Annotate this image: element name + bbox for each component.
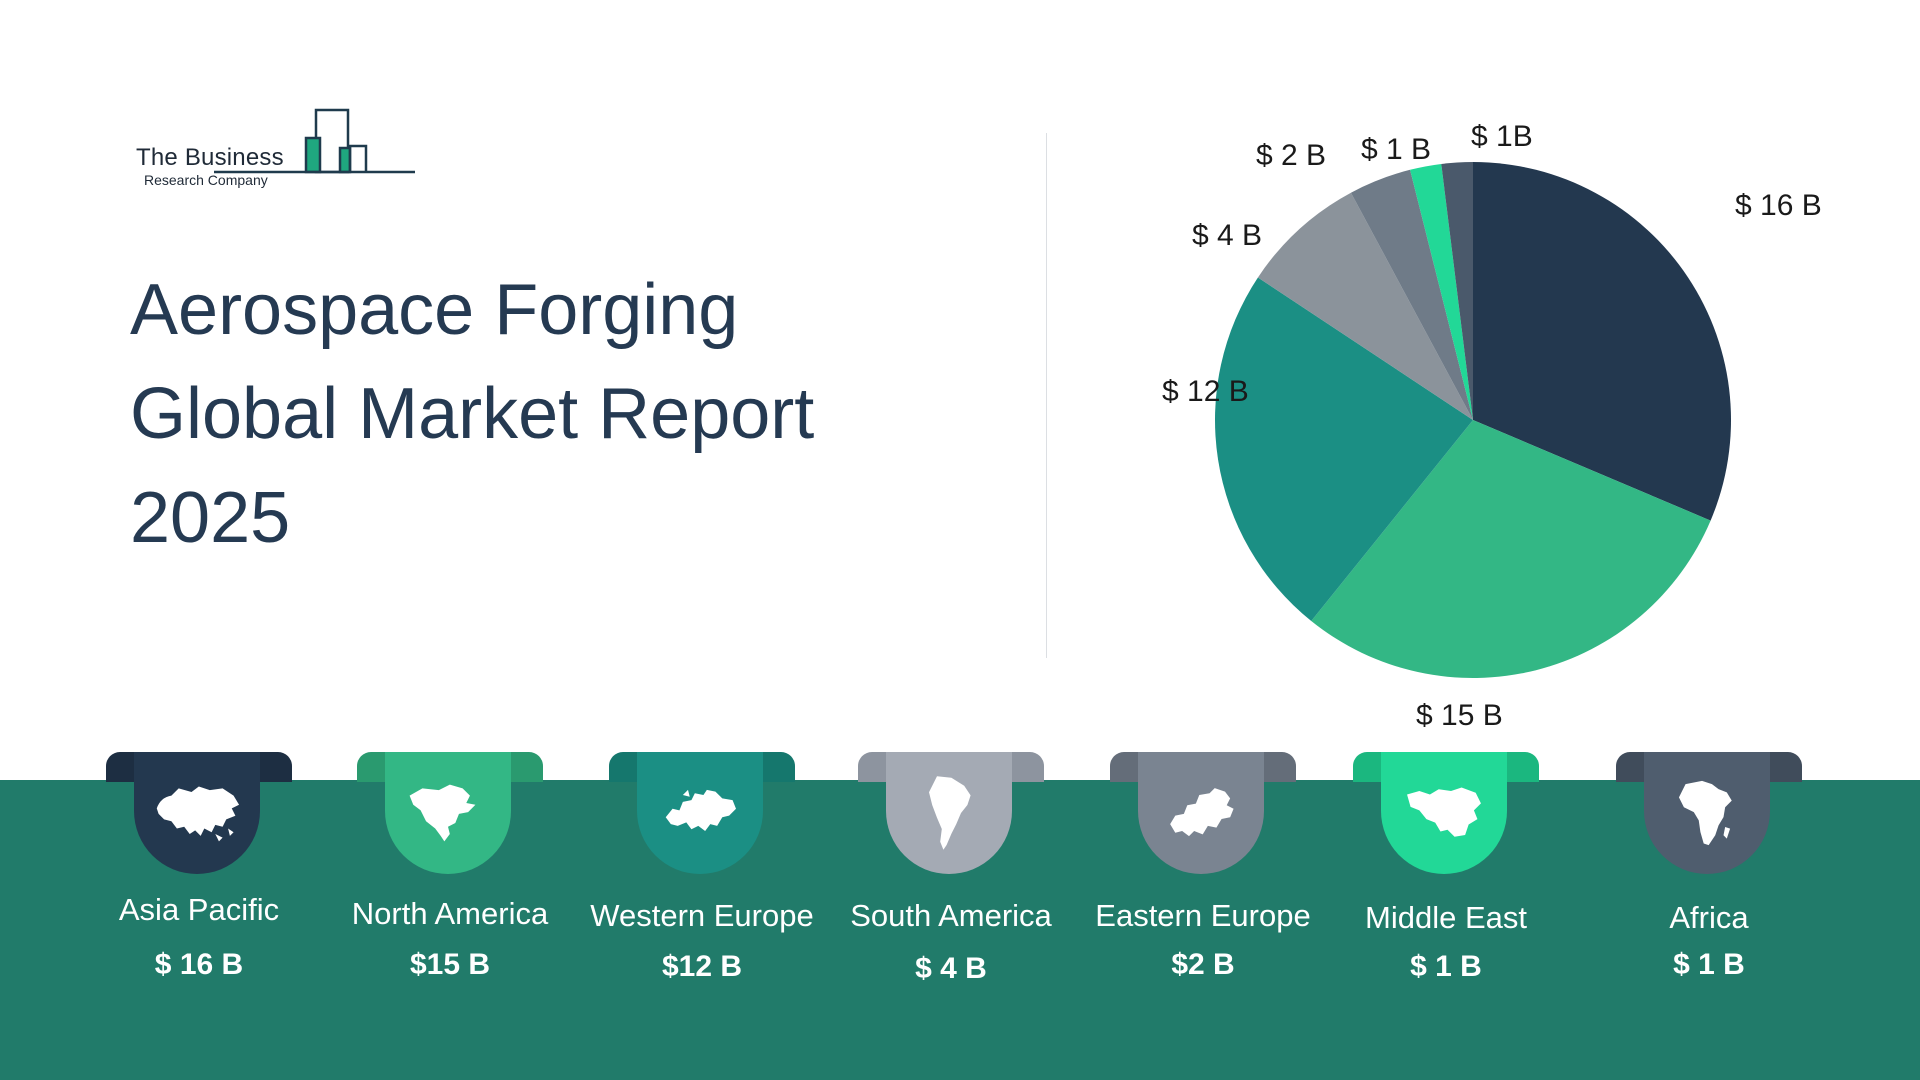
report-title: Aerospace Forging Global Market Report 2… xyxy=(130,258,890,570)
pie-slice xyxy=(1350,169,1473,420)
region-card: Middle East $ 1 B xyxy=(1353,752,1539,1012)
pie-data-label: $ 2 B xyxy=(1256,139,1326,172)
pie-slice xyxy=(1473,162,1731,521)
region-badge xyxy=(385,752,511,874)
region-name: North America xyxy=(351,896,549,931)
title-line: 2025 xyxy=(130,478,291,558)
middle-east-map-icon xyxy=(1400,782,1488,844)
region-card: Asia Pacific $ 16 B xyxy=(106,752,292,1012)
region-value: $12 B xyxy=(661,950,743,983)
region-badge xyxy=(1138,752,1264,874)
vertical-divider xyxy=(1046,133,1047,658)
logo-skyline-icon xyxy=(214,108,415,174)
title-line: Aerospace Forging xyxy=(130,270,739,350)
region-name: Eastern Europe xyxy=(1095,898,1311,933)
region-badge xyxy=(1644,752,1770,874)
region-badge xyxy=(1381,752,1507,874)
pie-data-label: $ 4 B xyxy=(1192,219,1262,252)
pie-data-label: $ 1 B xyxy=(1361,133,1431,166)
pie-data-label: $ 15 B xyxy=(1416,699,1503,732)
asia-map-icon xyxy=(151,781,243,845)
south-america-map-icon xyxy=(921,771,977,855)
region-badge xyxy=(886,752,1012,874)
region-name: Asia Pacific xyxy=(118,892,280,927)
region-value: $ 1 B xyxy=(1410,950,1482,983)
market-pie-chart: $ 16 B $ 15 B $ 12 B $ 4 B $ 2 B $ 1 B $ 1B xyxy=(1162,120,1822,732)
region-name: Middle East xyxy=(1365,900,1527,935)
logo-name: The Business xyxy=(136,144,284,171)
pie-data-label: $ 12 B xyxy=(1162,375,1249,408)
company-logo: The Business Research Company xyxy=(130,108,430,198)
region-value: $15 B xyxy=(409,948,491,981)
region-card: Eastern Europe $2 B xyxy=(1095,752,1311,1012)
region-value: $ 16 B xyxy=(154,948,244,981)
region-name: South America xyxy=(850,898,1052,933)
pie-slice xyxy=(1215,277,1473,622)
pie-slice xyxy=(1410,163,1473,420)
region-badge xyxy=(637,752,763,874)
region-value: $2 B xyxy=(1171,948,1235,981)
logo-subname: Research Company xyxy=(144,172,268,188)
region-card: South America $ 4 B xyxy=(850,752,1052,1012)
region-name: Africa xyxy=(1669,900,1749,935)
pie-data-label: $ 1B xyxy=(1471,120,1533,153)
pie-slice xyxy=(1441,162,1473,420)
title-line: Global Market Report xyxy=(130,374,815,454)
pie-slice xyxy=(1257,192,1473,420)
region-value: $ 1 B xyxy=(1673,948,1745,981)
africa-map-icon xyxy=(1674,775,1740,851)
region-name: Western Europe xyxy=(590,898,814,933)
region-badge xyxy=(134,752,260,874)
pie-slice xyxy=(1311,420,1711,679)
region-card: North America $15 B xyxy=(352,752,548,1012)
pie-data-label: $ 16 B xyxy=(1735,189,1822,222)
region-value: $ 4 B xyxy=(915,952,987,985)
region-card: Africa $ 1 B xyxy=(1616,752,1802,1012)
western-europe-map-icon xyxy=(657,783,743,843)
eastern-europe-map-icon xyxy=(1158,783,1244,843)
region-card: Western Europe $12 B xyxy=(590,752,814,1012)
north-america-map-icon xyxy=(402,781,494,845)
